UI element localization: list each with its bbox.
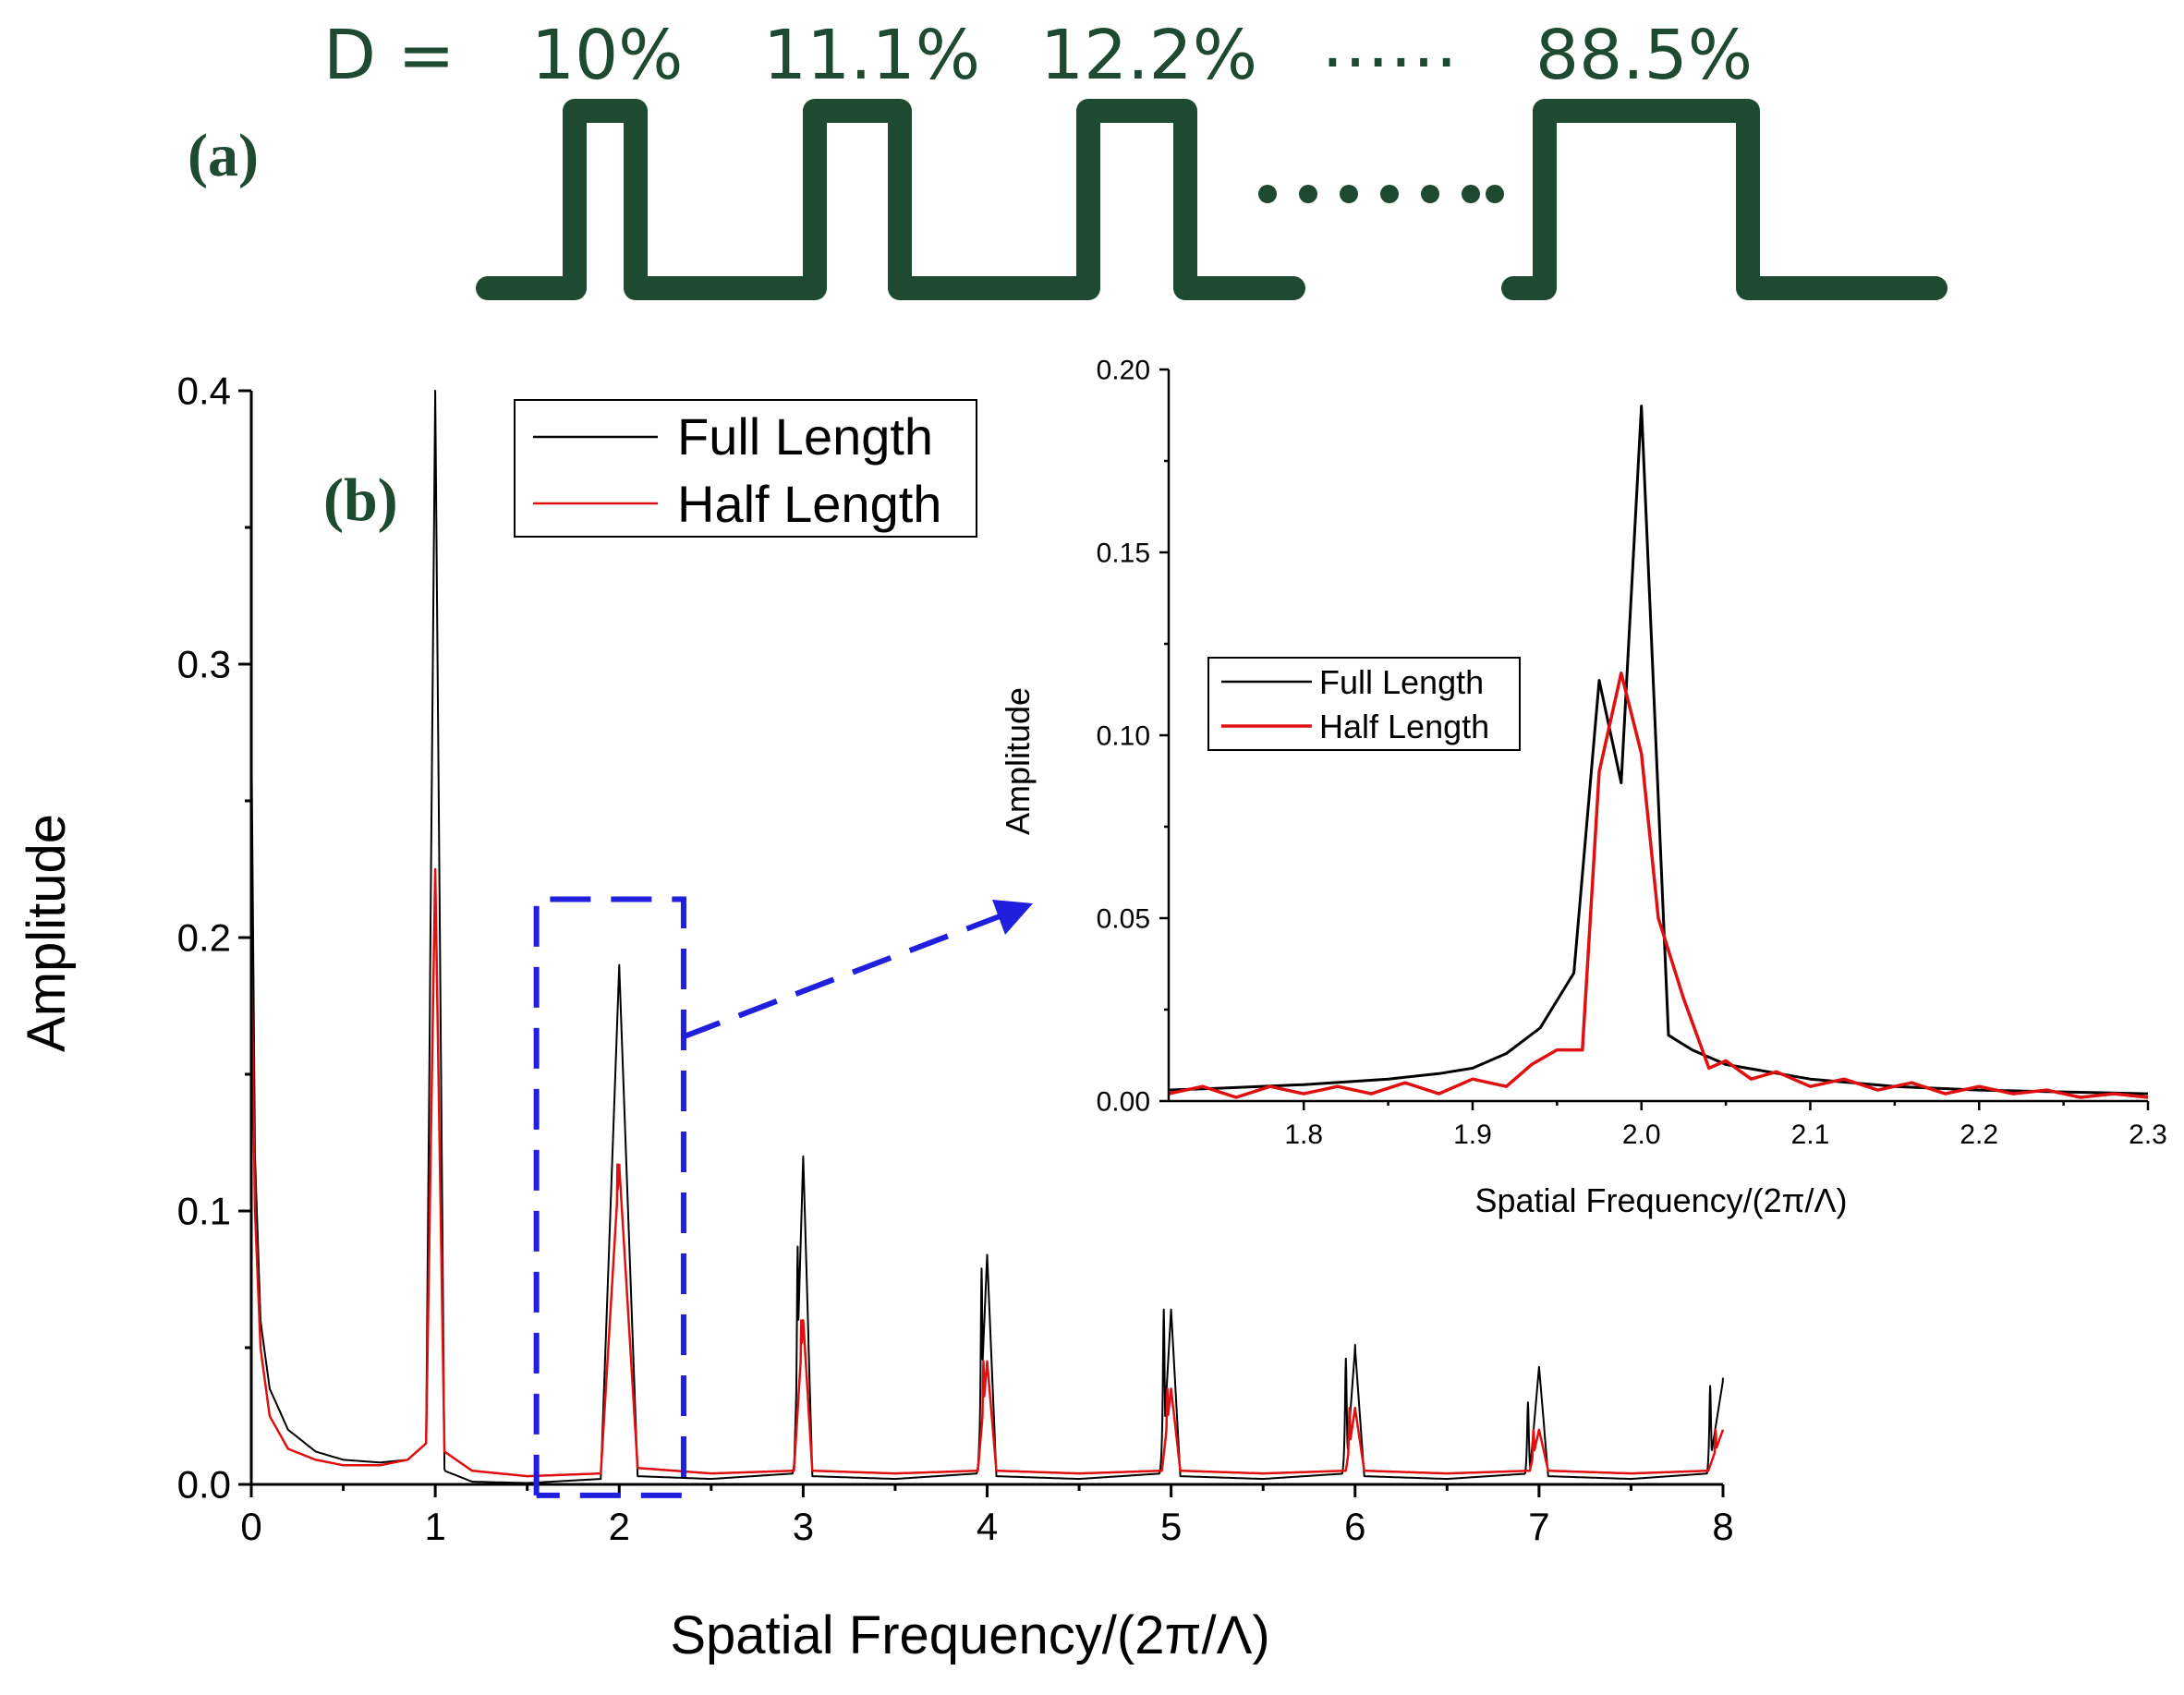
panel-a-label: (a): [188, 122, 259, 189]
duty-cycle-ellipsis: ……: [1321, 4, 1458, 83]
main-axes: 0 1 2 3 4 5 6 7 8 0.0 0.1 0.2 0.3 0.4: [177, 369, 1734, 1548]
zoom-annotation: [533, 896, 1033, 1498]
main-y-tick-label: 0.2: [177, 916, 231, 960]
inset-x-tick-label: 2.2: [1960, 1120, 1998, 1150]
inset-y-tick-label: 0.10: [1097, 721, 1150, 752]
main-x-tick-label: 6: [1344, 1505, 1365, 1548]
main-x-tick-label: 4: [977, 1505, 998, 1548]
inset-x-tick-label: 1.8: [1284, 1120, 1323, 1150]
main-x-tick-label: 7: [1528, 1505, 1549, 1548]
panel-a: D = 10% 11.1% 12.2% …… 88.5% (a): [188, 4, 1947, 300]
zoom-arrow-line: [680, 914, 1001, 1040]
inset-y-tick-label: 0.00: [1097, 1087, 1150, 1118]
main-legend-label-half: Half Length: [677, 475, 941, 533]
main-x-tick-label: 8: [1712, 1505, 1733, 1548]
duty-cycle-2: 11.1%: [763, 16, 980, 95]
inset-legend-box: [1207, 657, 1521, 751]
duty-cycle-last: 88.5%: [1535, 16, 1753, 95]
main-legend-box: [514, 399, 977, 538]
duty-cycle-3: 12.2%: [1040, 16, 1257, 95]
main-x-tick-label: 0: [240, 1505, 261, 1548]
inset-x-tick-label: 2.0: [1622, 1120, 1661, 1150]
main-x-tick-label: 2: [609, 1505, 630, 1548]
main-y-tick-label: 0.4: [177, 369, 231, 413]
d-label: D =: [323, 16, 455, 95]
square-waveform-2: [1501, 99, 1947, 300]
inset-x-axis-title: Spatial Frequency/(2π/Λ): [1474, 1181, 1847, 1219]
duty-cycle-1: 10%: [531, 16, 683, 95]
panel-b-label: (b): [323, 466, 398, 534]
main-legend-label-full: Full Length: [677, 407, 933, 466]
main-chart: 0 1 2 3 4 5 6 7 8 0.0 0.1 0.2 0.3 0.4 (b) Spatial Fre…: [17, 369, 1734, 1665]
zoom-box: [533, 896, 686, 1498]
inset-legend-label-half: Half Length: [1319, 708, 1489, 745]
inset-axes: 1.8 1.9 2.0 2.1 2.2 2.3 0.00 0.05 0.10 0.15 0.20: [1097, 356, 2167, 1151]
main-x-tick-label: 5: [1160, 1505, 1182, 1548]
main-x-tick-label: 1: [424, 1505, 445, 1548]
inset-series-full-length: [1168, 405, 2149, 1096]
main-x-axis-title: Spatial Frequency/(2π/Λ): [670, 1605, 1269, 1665]
main-y-tick-label: 0.0: [177, 1463, 231, 1507]
inset-y-axis-title: Amplitude: [999, 687, 1037, 835]
zoom-arrow-head: [992, 900, 1033, 935]
inset-y-tick-label: 0.05: [1097, 904, 1150, 935]
inset-chart: 1.8 1.9 2.0 2.1 2.2 2.3 0.00 0.05 0.10 0.15 0.20 S…: [999, 356, 2167, 1220]
inset-legend-label-full: Full Length: [1319, 663, 1484, 701]
inset-plot-area: [1168, 405, 2149, 1099]
main-series-full-length: [250, 390, 1724, 1484]
waveform-dots: [1258, 185, 1504, 203]
inset-x-tick-label: 2.3: [2129, 1120, 2167, 1150]
main-series-half-length: [249, 867, 1725, 1478]
inset-series-half-length: [1168, 671, 2149, 1099]
main-y-tick-label: 0.3: [177, 643, 231, 686]
main-y-axis-title: Amplitude: [17, 814, 77, 1052]
inset-x-tick-label: 2.1: [1791, 1120, 1830, 1150]
inset-y-tick-label: 0.15: [1097, 539, 1150, 569]
inset-y-tick-label: 0.20: [1097, 356, 1150, 386]
main-x-tick-label: 3: [793, 1505, 814, 1548]
main-legend: Full Length Half Length: [514, 399, 977, 538]
main-plot-area: [249, 390, 1725, 1484]
square-waveform-1: [476, 99, 1305, 300]
inset-x-tick-label: 1.9: [1453, 1120, 1492, 1150]
inset-legend: Full Length Half Length: [1207, 657, 1521, 751]
main-y-tick-label: 0.1: [177, 1190, 231, 1233]
